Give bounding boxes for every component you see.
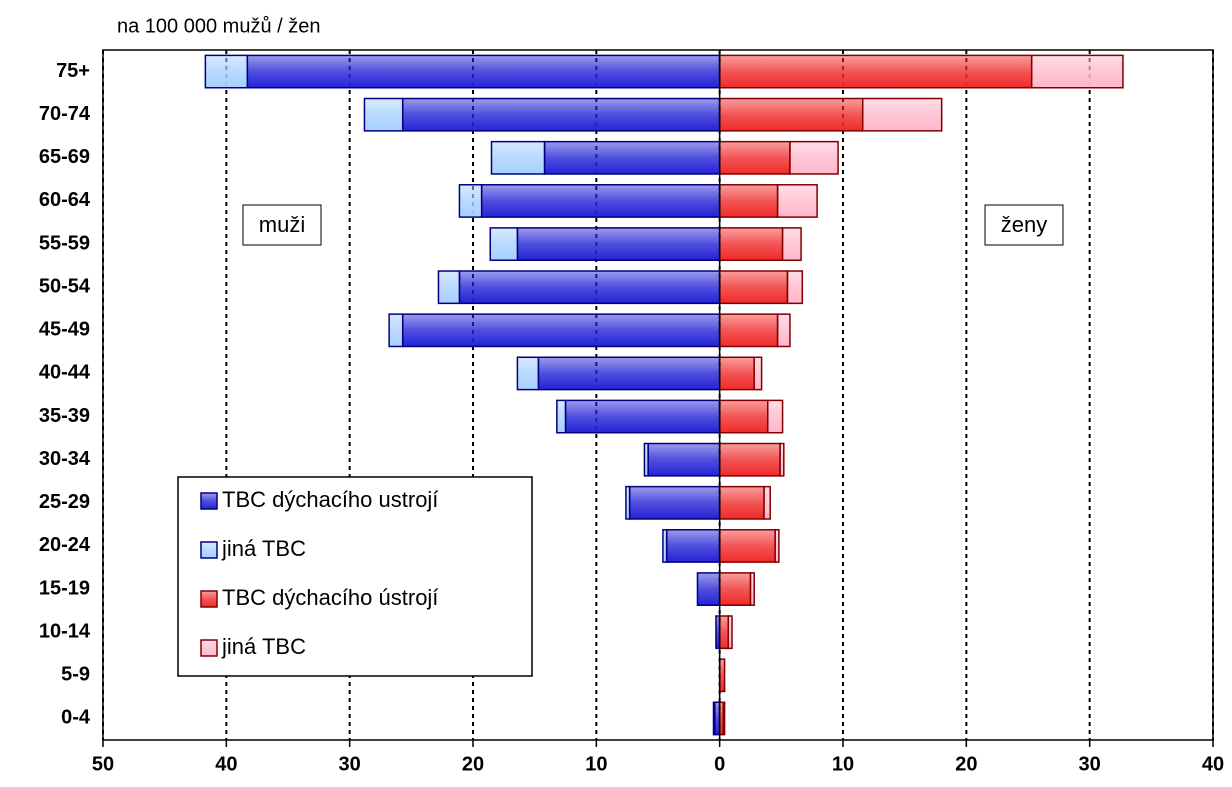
bar bbox=[718, 615, 730, 650]
bar bbox=[625, 485, 631, 520]
y-tick-label: 35-39 bbox=[39, 405, 90, 427]
bar bbox=[643, 442, 649, 477]
bar bbox=[861, 97, 943, 132]
bar bbox=[718, 399, 769, 434]
bar bbox=[480, 184, 721, 218]
y-tick-label: 55-59 bbox=[39, 232, 90, 254]
bar bbox=[537, 356, 721, 391]
y-tick-label: 5-9 bbox=[61, 664, 90, 686]
y-tick-label: 40-44 bbox=[39, 362, 91, 384]
annotation-box bbox=[242, 204, 322, 246]
legend-label: jiná TBC bbox=[221, 634, 306, 659]
y-tick-label: 70-74 bbox=[39, 103, 91, 125]
annotation: muži bbox=[259, 212, 305, 237]
bar bbox=[779, 442, 785, 477]
bar bbox=[767, 399, 784, 434]
bar bbox=[749, 572, 755, 606]
bar bbox=[437, 270, 461, 305]
bar bbox=[564, 399, 721, 434]
bar bbox=[727, 615, 733, 650]
bar bbox=[763, 485, 771, 520]
x-tick-label: 10 bbox=[585, 753, 607, 775]
bar bbox=[776, 313, 791, 348]
x-tick-label: 10 bbox=[832, 753, 854, 775]
bar bbox=[722, 701, 726, 736]
y-tick-label: 0-4 bbox=[61, 707, 91, 729]
bar bbox=[718, 572, 752, 606]
y-tick-label: 50-54 bbox=[39, 275, 91, 297]
bar bbox=[753, 356, 763, 391]
bar bbox=[712, 701, 716, 736]
annotation-box bbox=[984, 204, 1064, 246]
bar bbox=[718, 529, 776, 563]
bar bbox=[363, 97, 404, 132]
bar bbox=[789, 140, 839, 175]
bar bbox=[718, 140, 791, 175]
y-tick-label: 75+ bbox=[56, 60, 90, 82]
legend-label: TBC dýchacího ústrojí bbox=[222, 585, 438, 610]
bar bbox=[647, 442, 721, 477]
bar bbox=[1030, 54, 1124, 89]
bar bbox=[662, 529, 668, 563]
x-tick-label: 0 bbox=[714, 753, 725, 775]
y-tick-label: 15-19 bbox=[39, 577, 90, 599]
bar bbox=[718, 270, 789, 305]
bar bbox=[718, 442, 781, 477]
bar bbox=[246, 54, 721, 89]
y-tick-label: 25-29 bbox=[39, 491, 90, 513]
bar bbox=[718, 313, 779, 348]
bar bbox=[388, 313, 404, 348]
y-tick-label: 45-49 bbox=[39, 319, 90, 341]
bar bbox=[774, 529, 780, 563]
bar bbox=[718, 356, 755, 391]
y-tick-label: 60-64 bbox=[39, 189, 91, 211]
x-tick-label: 30 bbox=[339, 753, 361, 775]
legend-swatch bbox=[200, 590, 218, 608]
legend-swatch bbox=[200, 639, 218, 657]
bar bbox=[781, 227, 802, 261]
bar bbox=[458, 184, 483, 218]
subtitle: na 100 000 mužů / žen bbox=[117, 15, 320, 37]
bar bbox=[556, 399, 567, 434]
bar bbox=[489, 227, 519, 261]
y-tick-label: 65-69 bbox=[39, 146, 90, 168]
x-tick-label: 40 bbox=[215, 753, 237, 775]
x-tick-label: 20 bbox=[955, 753, 977, 775]
legend-swatch bbox=[200, 492, 218, 510]
bar bbox=[718, 227, 784, 261]
y-tick-label: 20-24 bbox=[39, 534, 91, 556]
bar bbox=[490, 140, 546, 175]
bar bbox=[516, 227, 721, 261]
legend-swatch bbox=[200, 541, 218, 559]
x-tick-label: 50 bbox=[92, 753, 114, 775]
x-tick-label: 40 bbox=[1202, 753, 1224, 775]
bar bbox=[718, 97, 864, 132]
x-tick-label: 20 bbox=[462, 753, 484, 775]
bar bbox=[776, 184, 818, 218]
bar bbox=[516, 356, 540, 391]
bar bbox=[718, 54, 1033, 89]
y-tick-label: 10-14 bbox=[39, 620, 91, 642]
x-tick-label: 30 bbox=[1079, 753, 1101, 775]
legend-box bbox=[177, 476, 533, 677]
bar bbox=[204, 54, 249, 89]
bar bbox=[401, 97, 721, 132]
legend-label: jiná TBC bbox=[221, 536, 306, 561]
bar bbox=[401, 313, 721, 348]
bar bbox=[543, 140, 721, 175]
bar bbox=[718, 184, 779, 218]
bar bbox=[628, 485, 721, 520]
annotation: ženy bbox=[1001, 212, 1047, 237]
bar bbox=[786, 270, 804, 305]
legend-label: TBC dýchacího ustrojí bbox=[222, 487, 438, 512]
bar bbox=[665, 529, 721, 563]
bar bbox=[718, 485, 765, 520]
bar bbox=[696, 572, 721, 606]
y-tick-label: 30-34 bbox=[39, 448, 91, 470]
bar bbox=[458, 270, 721, 305]
